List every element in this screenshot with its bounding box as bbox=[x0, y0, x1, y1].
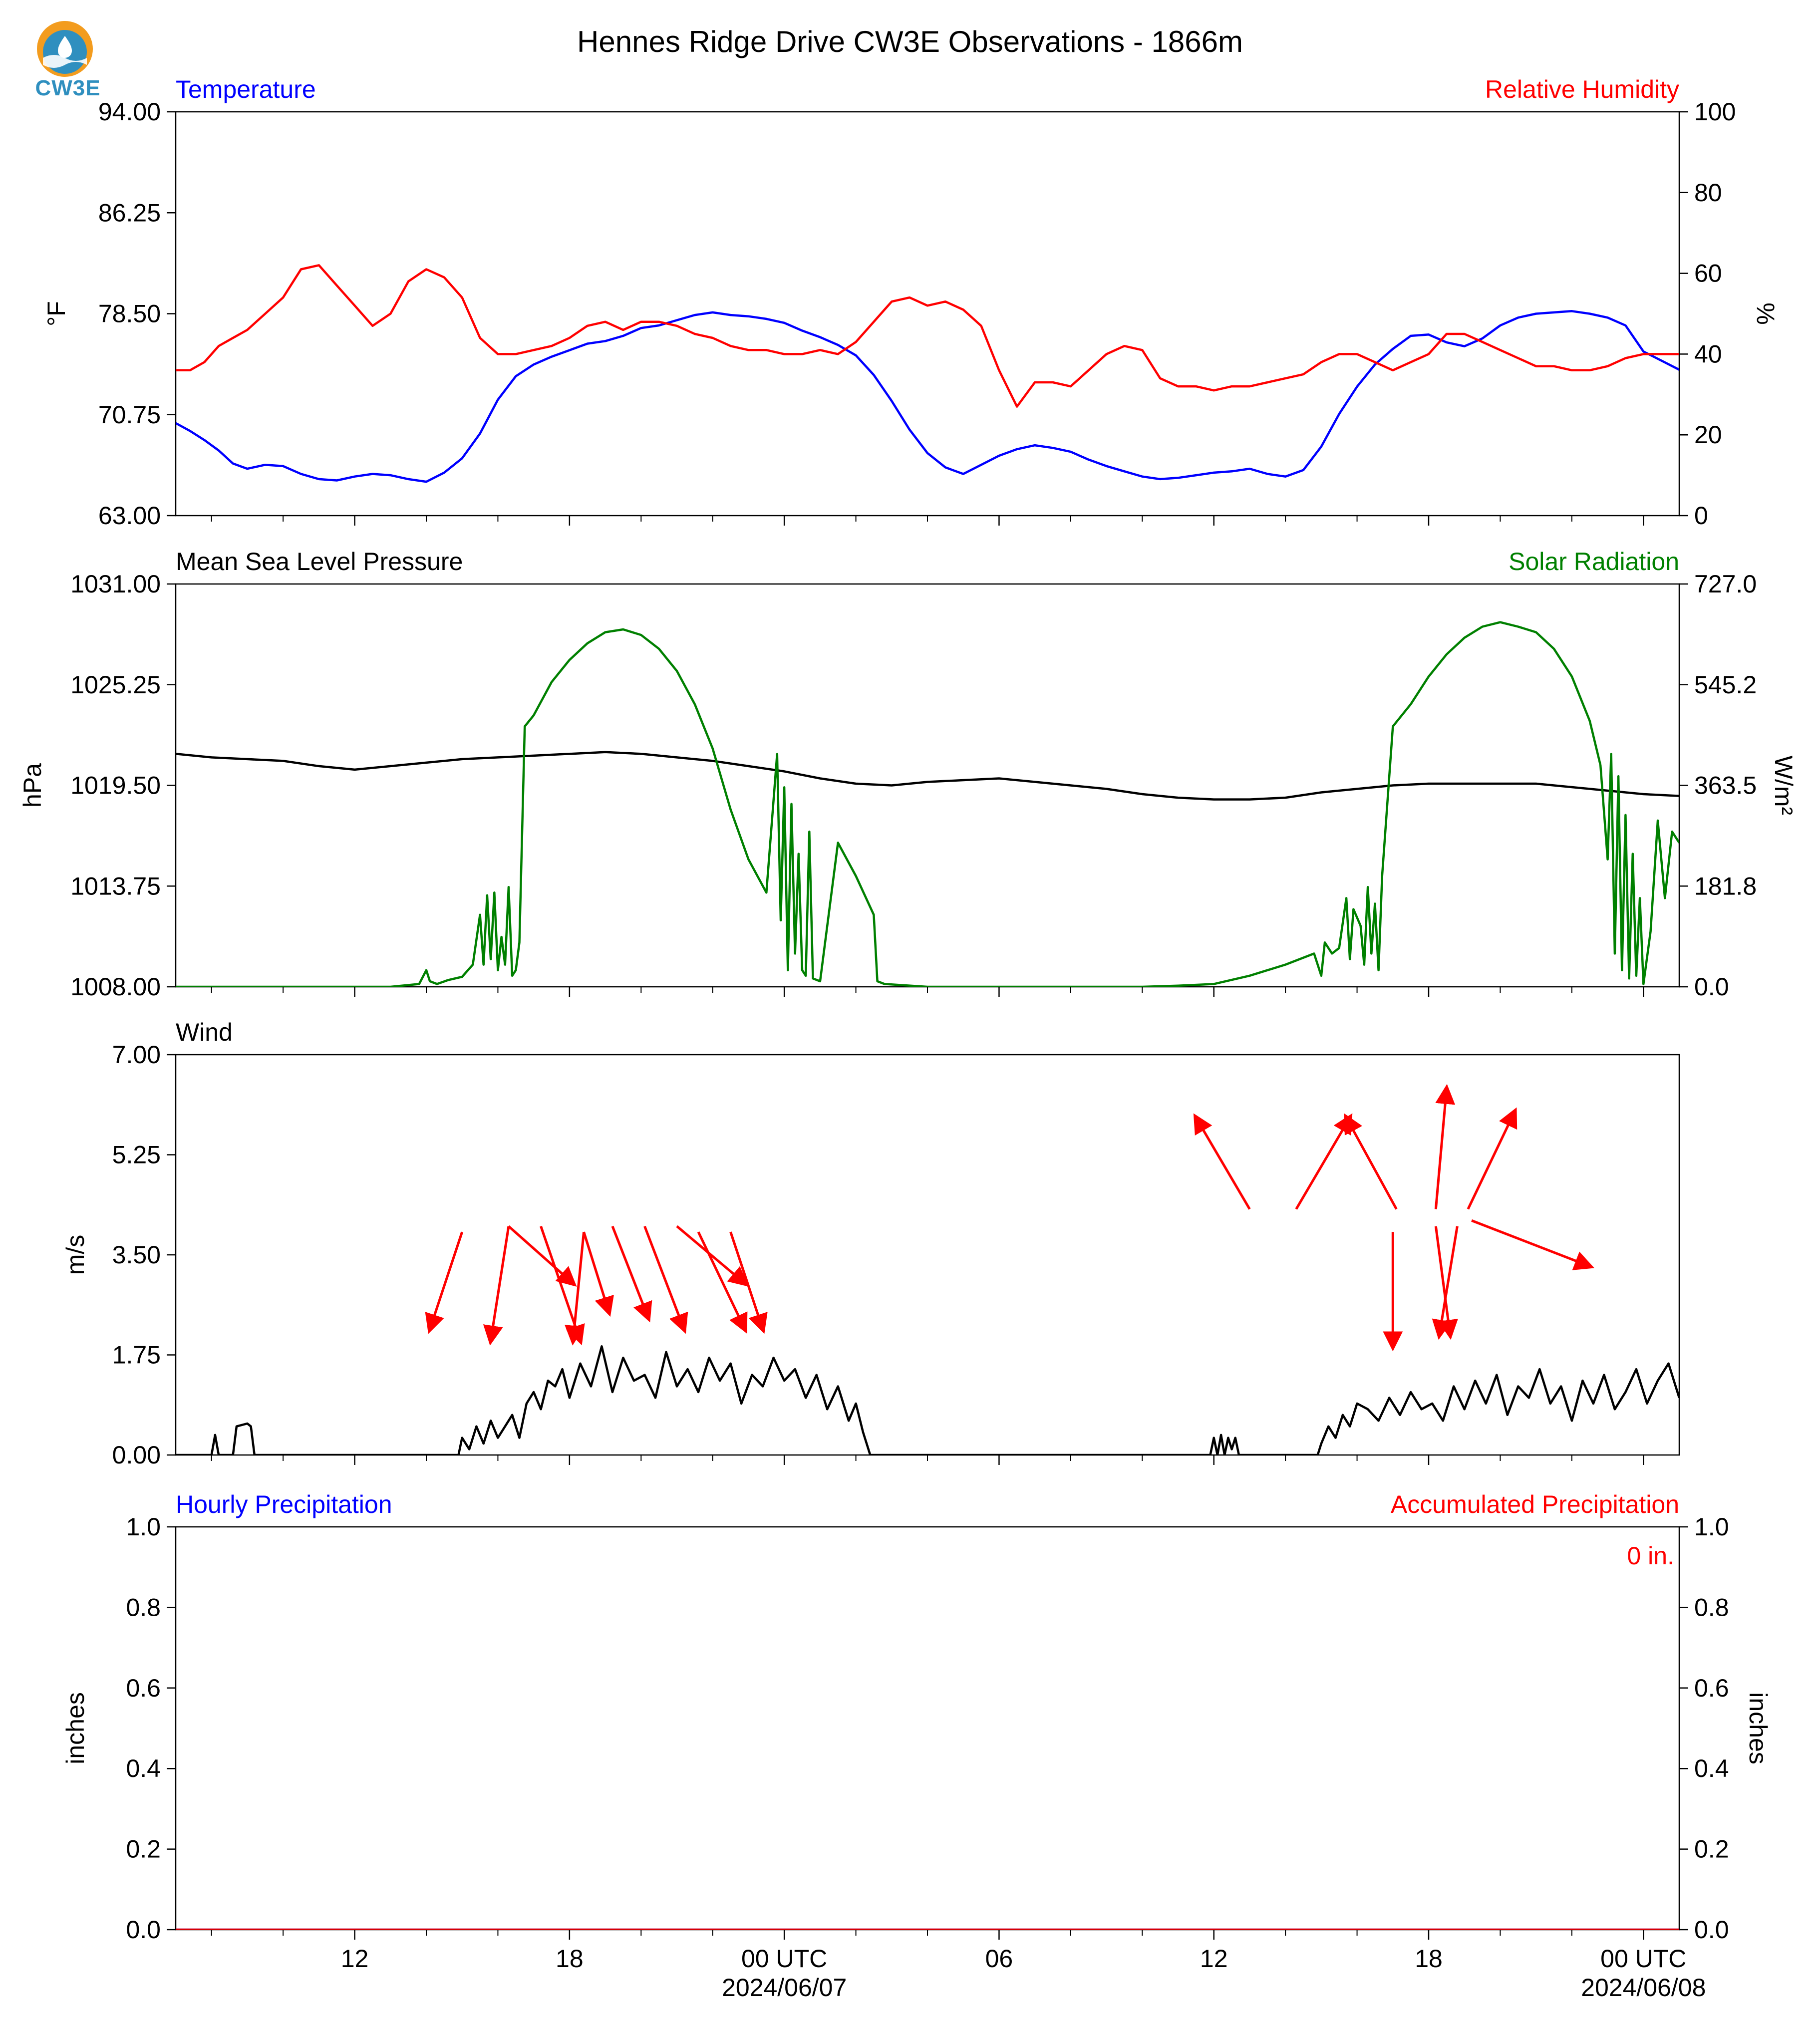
y-right-axis-label: % bbox=[1752, 302, 1780, 324]
y-left-tick-label: 3.50 bbox=[112, 1241, 161, 1269]
y-right-tick-label: 0 bbox=[1694, 502, 1708, 530]
plot-frame bbox=[175, 111, 1680, 517]
wind-vector-arrow bbox=[508, 1225, 577, 1287]
y-right-tick-label: 1.0 bbox=[1694, 1513, 1729, 1541]
x-tick-label: 12 bbox=[341, 1945, 369, 1973]
series-wind-speed bbox=[176, 1345, 1679, 1455]
y-right-tick-label: 363.5 bbox=[1694, 772, 1757, 800]
plot-frame bbox=[175, 583, 1680, 988]
y-left-tick-label: 7.00 bbox=[112, 1041, 161, 1069]
wind-vector-arrow bbox=[483, 1226, 510, 1346]
x-date-label: 2024/06/07 bbox=[722, 1974, 847, 2002]
y-right-tick-label: 0.4 bbox=[1694, 1754, 1729, 1782]
panel-left-title: Temperature bbox=[176, 75, 316, 103]
y-left-axis-label: °F bbox=[42, 301, 70, 326]
y-left-tick-label: 78.50 bbox=[98, 300, 161, 328]
panel-left-title: Hourly Precipitation bbox=[176, 1490, 392, 1518]
y-right-tick-label: 0.0 bbox=[1694, 973, 1729, 1001]
wind-vector-arrow bbox=[1295, 1113, 1353, 1210]
y-left-tick-label: 1.75 bbox=[112, 1341, 161, 1369]
wind-vector-arrow bbox=[565, 1231, 586, 1346]
y-left-tick-label: 94.00 bbox=[98, 98, 161, 126]
series-temperature bbox=[176, 310, 1679, 483]
y-right-tick-label: 0.0 bbox=[1694, 1916, 1729, 1944]
wind-vector-arrow bbox=[425, 1231, 464, 1334]
wind-vector-arrow bbox=[697, 1231, 748, 1334]
wind-vector-arrow bbox=[1432, 1226, 1459, 1340]
wind-vector-arrow bbox=[729, 1231, 768, 1334]
panel-wind: 7.00 5.25 3.50 1.75 0.00 Wind m/s bbox=[61, 1018, 1680, 1469]
accumulated-precip-annotation: 0 in. bbox=[1627, 1542, 1674, 1570]
wind-vector-arrow bbox=[1471, 1219, 1595, 1270]
wind-vector-arrow bbox=[1434, 1226, 1458, 1340]
panel-right-title: Solar Radiation bbox=[1509, 548, 1679, 576]
x-tick-label: 18 bbox=[1415, 1945, 1443, 1973]
y-right-tick-label: 60 bbox=[1694, 260, 1722, 288]
y-right-tick-label: 40 bbox=[1694, 340, 1722, 368]
wind-vector-arrow bbox=[583, 1231, 614, 1317]
y-left-tick-label: 1008.00 bbox=[70, 973, 161, 1001]
y-right-tick-label: 0.6 bbox=[1694, 1674, 1729, 1702]
wind-vector-arrow bbox=[611, 1225, 652, 1323]
y-left-tick-label: 1019.50 bbox=[70, 772, 161, 800]
y-left-tick-label: 1013.75 bbox=[70, 872, 161, 900]
cw3e-logo-text: CW3E bbox=[35, 76, 101, 100]
y-left-tick-label: 0.6 bbox=[126, 1674, 161, 1702]
wind-vector-arrow bbox=[1344, 1113, 1398, 1210]
y-right-tick-label: 20 bbox=[1694, 421, 1722, 449]
y-left-tick-label: 1025.25 bbox=[70, 671, 161, 699]
wind-vector-arrow bbox=[540, 1225, 585, 1346]
series-relative-humidity bbox=[176, 264, 1679, 408]
panel-left-title: Mean Sea Level Pressure bbox=[176, 548, 463, 576]
y-left-tick-label: 70.75 bbox=[98, 401, 161, 429]
y-right-tick-label: 80 bbox=[1694, 179, 1722, 207]
cw3e-logo-icon bbox=[37, 21, 93, 77]
y-left-tick-label: 5.25 bbox=[112, 1141, 161, 1169]
wind-vector-arrow bbox=[1434, 1084, 1456, 1209]
panel-left-title: Wind bbox=[176, 1018, 233, 1046]
y-left-tick-label: 0.00 bbox=[112, 1441, 161, 1469]
y-left-axis-label: inches bbox=[61, 1692, 89, 1764]
plot-frame bbox=[175, 1526, 1680, 1931]
x-tick-label: 00 UTC bbox=[1600, 1945, 1686, 1973]
y-left-tick-label: 1.0 bbox=[126, 1513, 161, 1541]
cw3e-logo-icon bbox=[29, 19, 104, 104]
panel-right-title: Relative Humidity bbox=[1485, 75, 1679, 103]
y-right-tick-label: 100 bbox=[1694, 98, 1736, 126]
y-right-tick-label: 727.0 bbox=[1694, 570, 1757, 598]
y-left-tick-label: 0.2 bbox=[126, 1835, 161, 1863]
panel-temperature-humidity: 94.00 86.25 78.50 70.75 63.00 100 80 60 40 20 0 Tem… bbox=[42, 75, 1780, 530]
series-solar-radiation bbox=[176, 621, 1679, 987]
panel-pressure-solar: 1031.00 1025.25 1019.50 1013.75 1008.00 727.0… bbox=[18, 548, 1798, 1001]
y-left-tick-label: 1031.00 bbox=[70, 570, 161, 598]
y-left-axis-label: m/s bbox=[61, 1235, 89, 1275]
x-date-label: 2024/06/08 bbox=[1581, 1974, 1706, 2002]
y-left-tick-label: 0.4 bbox=[126, 1754, 161, 1782]
x-tick-label: 12 bbox=[1200, 1945, 1228, 1973]
wind-vector-arrow bbox=[1467, 1107, 1517, 1210]
panel-right-title: Accumulated Precipitation bbox=[1391, 1490, 1679, 1518]
x-tick-label: 06 bbox=[985, 1945, 1013, 1973]
y-left-tick-label: 63.00 bbox=[98, 502, 161, 530]
y-left-tick-label: 0.8 bbox=[126, 1593, 161, 1621]
y-left-tick-label: 0.0 bbox=[126, 1916, 161, 1944]
x-tick-label: 00 UTC bbox=[741, 1945, 827, 1973]
y-left-tick-label: 86.25 bbox=[98, 199, 161, 227]
wind-vector-arrow bbox=[1193, 1113, 1251, 1210]
figure-title: Hennes Ridge Drive CW3E Observations - 1… bbox=[577, 25, 1243, 58]
y-right-tick-label: 0.2 bbox=[1694, 1835, 1729, 1863]
y-right-tick-label: 0.8 bbox=[1694, 1593, 1729, 1621]
y-right-axis-label: W/m² bbox=[1770, 756, 1798, 815]
x-tick-label: 18 bbox=[556, 1945, 584, 1973]
y-left-axis-label: hPa bbox=[18, 763, 46, 808]
y-right-axis-label: inches bbox=[1744, 1692, 1772, 1764]
wind-vector-arrow bbox=[676, 1225, 749, 1287]
panel-precipitation: 1.0 0.8 0.6 0.4 0.2 0.0 1.0 0.8 0.6 0.4 0.2 0.0 Hour… bbox=[61, 1490, 1772, 1944]
y-right-tick-label: 545.2 bbox=[1694, 671, 1757, 699]
wind-vector-arrow bbox=[643, 1225, 688, 1334]
y-right-tick-label: 181.8 bbox=[1694, 872, 1757, 900]
series-mean-sea-level-pressure bbox=[176, 751, 1679, 801]
